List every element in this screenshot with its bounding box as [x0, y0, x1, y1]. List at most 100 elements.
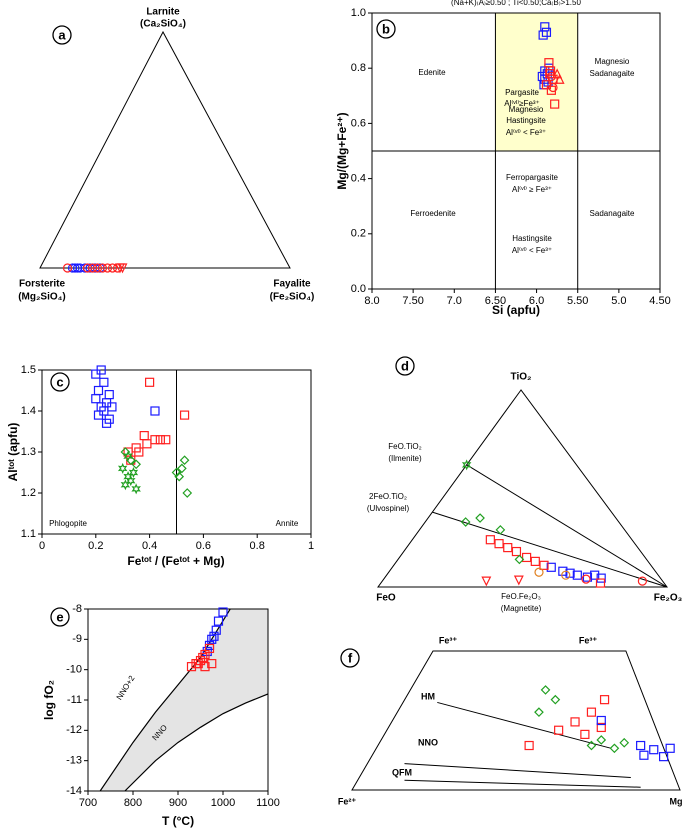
data-point [513, 575, 524, 586]
highlight-field [495, 13, 578, 151]
y-tick-label: 0.8 [351, 62, 366, 74]
data-point [524, 740, 534, 751]
y-tick-label: -9 [72, 633, 82, 645]
data-point [596, 715, 606, 726]
panel-letter: f [348, 650, 353, 665]
data-point [142, 439, 152, 449]
data-point [561, 570, 571, 580]
data-point [96, 365, 106, 375]
corner-label: Fe³⁺ [439, 635, 458, 645]
data-point [107, 263, 118, 273]
y-tick-label: 0.2 [351, 228, 366, 240]
corner-label: FeO [376, 593, 396, 604]
data-point [207, 634, 217, 644]
data-point [599, 695, 610, 705]
y-axis-label: log fO₂ [42, 680, 56, 720]
x-tick-label: 6.0 [529, 295, 544, 307]
join-label: 2FeO.TiO₂ [369, 492, 407, 501]
data-point [554, 725, 564, 735]
field-label: Al⁽ᵛᴵ⁾≥Fe³⁺ [504, 99, 540, 108]
data-point [131, 459, 141, 470]
data-point [123, 471, 133, 483]
data-point [595, 578, 606, 588]
x-axis-label: T (°C) [162, 814, 194, 828]
panel-letter: c [56, 374, 63, 389]
panel-letter: d [401, 358, 409, 373]
field-label: Hastingsite [506, 116, 546, 125]
buffer-band [100, 609, 268, 791]
x-tick-label: 5.0 [611, 295, 626, 307]
field-label: Magnesio [509, 105, 544, 114]
field-label: Phlogopite [49, 519, 87, 528]
data-point [586, 707, 597, 717]
data-point [550, 99, 560, 109]
corner-label: Forsterite [19, 279, 66, 290]
field-label: Annite [276, 519, 299, 528]
data-point [546, 71, 556, 82]
panel-letter: a [58, 27, 66, 42]
data-point [150, 406, 160, 416]
corner-label: Fayalite [273, 279, 311, 290]
data-point [104, 390, 114, 400]
data-point [596, 735, 607, 745]
curve-label: NNO+2 [115, 674, 137, 702]
panel-letter: e [56, 609, 63, 624]
x-tick-label: 700 [79, 797, 97, 809]
data-point [485, 535, 495, 545]
trapezoid-frame [351, 650, 681, 791]
panel-badge [50, 372, 70, 392]
data-point [207, 658, 217, 669]
field-label: Ferroedenite [410, 209, 456, 218]
data-point [572, 570, 582, 580]
data-point [494, 539, 504, 549]
join-label: (Ilmenite) [388, 454, 422, 463]
data-point [128, 467, 139, 478]
corner-label: Fe³⁺ [579, 635, 598, 645]
ternary-frame [377, 389, 668, 588]
data-point [596, 722, 606, 733]
y-tick-label: -13 [66, 755, 82, 767]
y-tick-label: 0.0 [351, 283, 366, 295]
corner-label: (Mg₂SiO₄) [18, 292, 66, 303]
data-point [565, 568, 575, 578]
data-point [62, 263, 73, 273]
data-point [552, 68, 563, 79]
data-point [495, 525, 506, 535]
data-point [586, 740, 597, 751]
data-point [82, 263, 93, 273]
data-point [211, 625, 221, 635]
y-tick-label: 1.0 [351, 7, 366, 19]
y-tick-label: 1.3 [21, 446, 36, 458]
y-tick-label: 0.4 [351, 173, 366, 185]
data-point [134, 447, 144, 457]
data-point [97, 263, 108, 273]
data-point [596, 573, 606, 583]
annotation: (Magnetite) [501, 604, 542, 613]
data-point [161, 435, 171, 445]
data-point [539, 560, 549, 570]
data-point [179, 410, 190, 420]
field-label: Al⁽ᵛᴵ⁾ < Fe³⁺ [512, 246, 552, 255]
data-point [179, 455, 190, 466]
field-label: Sadanagaite [590, 69, 635, 78]
data-point [92, 263, 103, 273]
data-point [511, 546, 522, 557]
corner-label: (Ca₂SiO₄) [140, 19, 186, 30]
x-tick-label: 900 [169, 797, 187, 809]
data-point [93, 410, 104, 420]
buffer-line [404, 779, 641, 788]
data-point [636, 740, 646, 751]
data-point [475, 513, 485, 523]
data-point [209, 631, 219, 641]
corner-label: (Fe₂SiO₄) [270, 292, 315, 303]
data-point [540, 685, 551, 695]
data-point [546, 562, 556, 572]
y-tick-label: -11 [67, 694, 82, 706]
data-point [155, 435, 165, 445]
data-point [218, 607, 228, 617]
data-point [186, 662, 197, 672]
x-tick-label: 1100 [256, 797, 280, 809]
data-point [503, 542, 513, 553]
data-point [554, 73, 565, 84]
x-tick-label: 0 [39, 540, 45, 552]
